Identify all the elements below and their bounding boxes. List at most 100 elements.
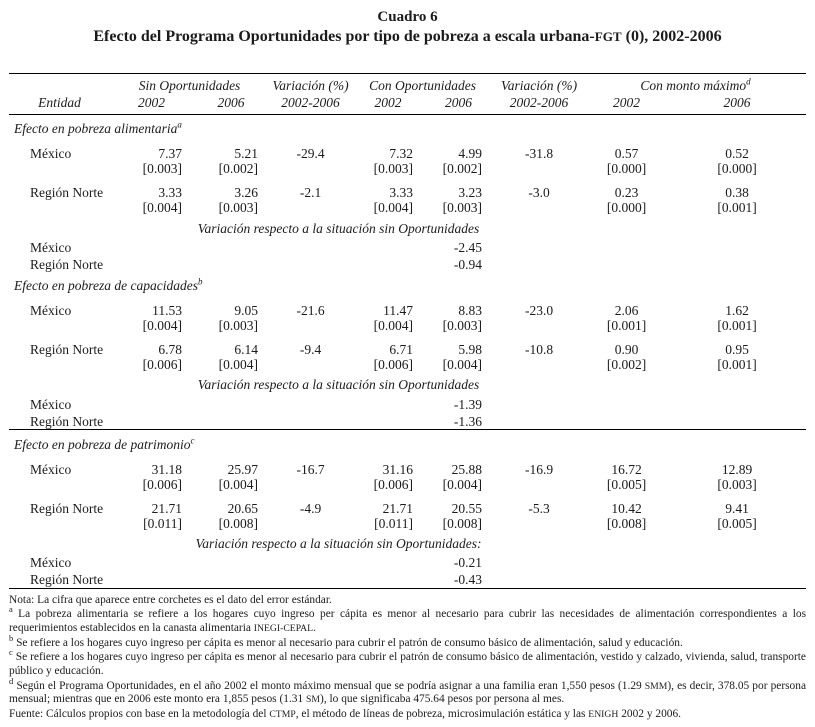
column-header: 2006	[424, 92, 494, 115]
row-label-spacer	[9, 477, 110, 493]
column-header: 2002-2006	[493, 92, 586, 115]
variation-note-row: Variación respecto a la situación sin Op…	[9, 532, 806, 553]
value-cell: 20.55	[451, 501, 483, 517]
variation-row: México -2.45	[9, 238, 806, 255]
variation-row: Región Norte -0.43	[9, 570, 806, 588]
stderr-cell: [0.008]	[606, 516, 647, 532]
row-label: Región Norte	[30, 572, 104, 588]
cell-empty	[493, 395, 585, 412]
row-label: México	[30, 555, 72, 571]
cell-empty	[193, 255, 269, 272]
cell-empty	[110, 395, 193, 412]
cell-empty	[269, 412, 352, 430]
note: Fuente: Cálculos propios con base en la …	[9, 708, 682, 721]
cell-empty	[193, 395, 269, 412]
stderr-row: [0.006] [0.004] [0.006] [0.004] [0.005] [0.00…	[9, 477, 806, 493]
cell-spacer	[668, 373, 806, 394]
cell-empty	[269, 238, 352, 255]
value-cell: -5.3	[528, 501, 550, 517]
data-row: Región Norte 6.78 6.14 -9.4 6.71 5.98 -10.8 0.9…	[9, 334, 806, 357]
value-cell: 0.57	[614, 146, 639, 162]
stderr-cell	[493, 161, 585, 177]
stderr-cell: [0.004]	[442, 476, 483, 492]
stderr-cell: [0.006]	[373, 357, 414, 373]
value-cell: -3.0	[528, 185, 550, 201]
column-header: 2002	[585, 92, 669, 115]
section-title: Efecto en pobreza de capacidadesb	[14, 276, 203, 293]
value-cell: 0.95	[725, 342, 749, 358]
stderr-cell: [0.001]	[717, 318, 757, 334]
data-row: México 11.53 9.05 -21.6 11.47 8.83 -23.0 2.06 1.…	[9, 295, 806, 318]
value-cell: 0.52	[725, 146, 749, 162]
value-cell: -31.8	[524, 146, 554, 162]
value-cell: 0.38	[725, 185, 749, 201]
row-label-spacer	[9, 516, 110, 532]
cell-empty	[668, 238, 806, 255]
value-cell: 2.06	[614, 302, 639, 318]
stderr-cell: [0.011]	[374, 516, 414, 532]
cell-empty	[493, 238, 585, 255]
cell-spacer	[668, 217, 806, 238]
cell-empty	[352, 570, 424, 588]
stderr-cell: [0.011]	[143, 516, 182, 532]
data-row: Región Norte 21.71 20.65 -4.9 21.71 20.55 -5.3…	[9, 493, 806, 516]
value-cell: -4.9	[299, 501, 322, 517]
cell-empty	[585, 238, 668, 255]
row-label: Región Norte	[30, 256, 104, 272]
stderr-cell: [0.000]	[606, 161, 647, 177]
row-label: Región Norte	[30, 342, 104, 358]
stderr-cell: [0.003]	[373, 161, 414, 177]
value-cell: 3.33	[389, 185, 414, 201]
stderr-cell	[269, 318, 352, 334]
cell-empty	[110, 412, 193, 430]
cell-empty	[668, 255, 806, 272]
cell-empty	[668, 395, 806, 412]
cell-empty	[352, 553, 424, 570]
section-title: Efecto en pobreza de patrimonioc	[9, 428, 807, 454]
stderr-cell: [0.003]	[218, 318, 259, 334]
value-cell: 0.23	[614, 185, 639, 201]
row-label-spacer	[9, 318, 110, 334]
stderr-cell: [0.002]	[442, 161, 483, 177]
stderr-cell: [0.003]	[442, 200, 483, 216]
stderr-row: [0.006] [0.004] [0.006] [0.004] [0.002] [0.00…	[9, 357, 806, 373]
stderr-cell	[493, 318, 585, 334]
row-label: México	[30, 396, 72, 412]
stderr-cell: [0.001]	[606, 318, 647, 334]
variation-note-row: Variación respecto a la situación sin Op…	[9, 373, 806, 394]
section-header-row: Efecto en pobreza de capacidadesb	[9, 272, 806, 295]
stderr-cell: [0.001]	[717, 200, 757, 216]
group-header: Sin Oportunidades	[138, 77, 241, 93]
stderr-cell	[269, 161, 352, 177]
cell-empty	[193, 412, 269, 430]
table-caption: Cuadro 6 Efecto del Programa Oportunidad…	[9, 8, 806, 47]
value-cell: -29.4	[296, 146, 325, 162]
table-notes: Nota: La cifra que aparece entre corchet…	[9, 594, 806, 722]
statistics-table: Sin Oportunidades Variación (%) Con Oportu…	[9, 72, 807, 589]
table-title: Efecto del Programa Oportunidades por ti…	[93, 27, 722, 45]
column-header: 2006	[193, 92, 270, 115]
value-cell: 5.21	[234, 146, 259, 162]
stderr-cell	[269, 516, 352, 532]
note: Nota: La cifra que aparece entre corchet…	[9, 593, 332, 606]
value-cell: -2.1	[299, 185, 322, 201]
note: d Según el Programa Oportunidades, en el…	[9, 675, 806, 706]
value-cell: 6.14	[234, 342, 259, 358]
stderr-cell: [0.000]	[717, 161, 757, 177]
stderr-cell	[493, 200, 585, 216]
group-header-row: Sin Oportunidades Variación (%) Con Oportu…	[9, 73, 806, 93]
cell-empty	[352, 238, 424, 255]
value-cell: -16.9	[524, 461, 554, 477]
cell-empty	[585, 412, 668, 430]
value-cell: 9.41	[725, 501, 749, 517]
cell-empty	[352, 255, 424, 272]
column-header: 2002	[352, 92, 425, 115]
stderr-cell: [0.008]	[218, 516, 259, 532]
value-cell: -10.8	[524, 342, 554, 358]
stderr-cell	[269, 357, 352, 373]
column-header: Entidad	[9, 92, 110, 115]
cell-empty	[585, 255, 668, 272]
column-header: 2006	[668, 92, 807, 115]
cell-empty	[668, 412, 806, 430]
stderr-cell	[493, 357, 585, 373]
